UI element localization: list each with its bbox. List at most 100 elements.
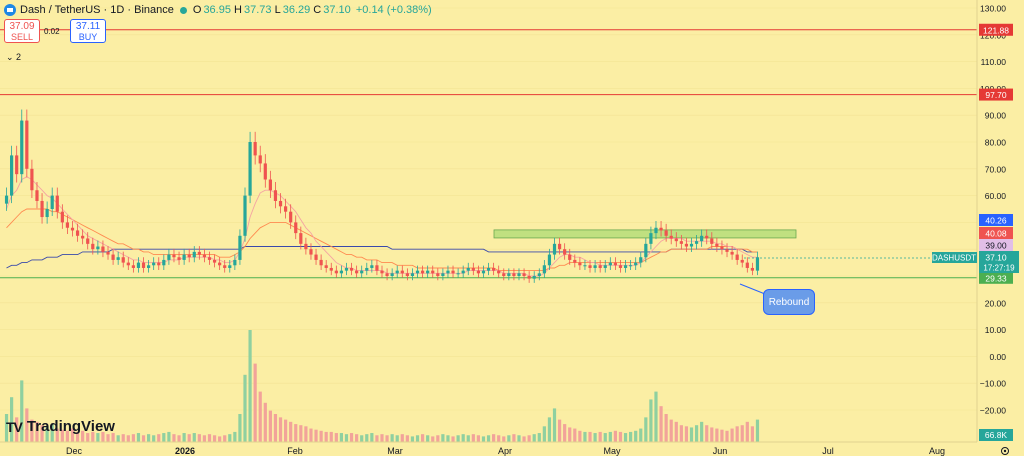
candle-body	[629, 265, 633, 267]
price-label-bg	[979, 239, 1013, 251]
candle-body	[273, 190, 278, 201]
volume-bar	[420, 434, 425, 442]
volume-bar	[735, 426, 739, 442]
volume-bar	[507, 435, 511, 442]
candle-body	[147, 265, 151, 268]
price-tick-label: 80.00	[985, 138, 1007, 148]
candle-body	[542, 265, 546, 274]
candle-body	[55, 195, 59, 212]
candle-body	[167, 254, 171, 260]
symbol-title[interactable]: Dash / TetherUS · 1D · Binance	[20, 4, 174, 16]
volume-bar	[20, 380, 24, 442]
volume-bar	[542, 426, 546, 442]
rebound-callout[interactable]: Rebound	[763, 289, 815, 315]
indicators-toggle[interactable]: ⌄ 2	[6, 52, 22, 62]
candle-body	[152, 262, 156, 266]
sell-price: 37.09	[9, 21, 35, 32]
volume-bar	[583, 431, 587, 442]
volume-bar	[238, 414, 242, 442]
candle-body	[471, 267, 475, 271]
volume-bar	[55, 428, 59, 442]
price-labels: 121.88 97.70 29.33 40.26 40.08 39.00 DASHUSDT 3…	[932, 23, 1019, 441]
time-tick-label: Mar	[387, 446, 403, 456]
candle-body	[126, 262, 130, 266]
volume-bar	[694, 425, 699, 442]
volume-bar	[563, 424, 567, 442]
candle-body	[294, 222, 298, 234]
candle-body	[121, 257, 125, 263]
hline-price-label: 97.70	[985, 90, 1007, 100]
resistance-zone-rect[interactable]	[493, 229, 797, 239]
candle-body	[106, 251, 110, 255]
volume-bar	[141, 435, 146, 442]
volume-bar	[537, 433, 541, 442]
volume-bar	[547, 417, 552, 442]
price-tick-label: 130.00	[980, 4, 1006, 14]
candle-body	[192, 251, 196, 258]
candle-body	[243, 195, 247, 236]
candle-body	[248, 142, 252, 196]
buy-button[interactable]: 37.11 BUY	[70, 19, 106, 43]
candle-body	[664, 230, 668, 236]
candle-body	[522, 273, 526, 276]
candle-body	[263, 163, 267, 180]
volume-bar	[365, 434, 369, 442]
candle-body	[694, 241, 699, 244]
volume-bar	[243, 374, 247, 442]
time-axis[interactable]: Dec 2026 Feb Mar Apr May Jun Jul Aug	[66, 446, 945, 456]
volume-bar	[147, 434, 151, 442]
volume-bar	[314, 429, 318, 442]
hline-price-label: 29.33	[985, 273, 1007, 283]
candle-body	[15, 155, 19, 175]
candle-body	[578, 262, 582, 266]
candle-body	[289, 211, 293, 223]
price-label: 39.00	[985, 241, 1007, 251]
volume-bar	[45, 426, 49, 442]
candle-body	[81, 235, 85, 239]
candle-body	[162, 259, 166, 266]
price-tick-label: 0.00	[989, 352, 1006, 362]
price-tick-label: −10.00	[980, 379, 1007, 389]
candle-body	[96, 246, 100, 250]
candle-body	[750, 267, 754, 271]
ohlc-high-label: H	[234, 4, 242, 16]
candle-body	[705, 235, 709, 239]
grid	[0, 7, 977, 411]
volume-bar	[40, 425, 44, 442]
volume-bar	[228, 434, 232, 442]
time-tick-label: Aug	[929, 446, 945, 456]
candle-body	[710, 238, 714, 244]
candle-body	[385, 273, 389, 276]
volume-bar	[410, 436, 415, 442]
volume-bar	[289, 421, 293, 442]
volume-bar	[451, 436, 455, 442]
candle-body	[400, 270, 404, 274]
buy-price: 37.11	[75, 21, 101, 32]
tradingview-logo[interactable]: TV TradingView	[6, 418, 115, 435]
sell-button[interactable]: 37.09 SELL	[4, 19, 40, 43]
candle-body	[527, 276, 531, 279]
candle-body	[476, 270, 481, 274]
candle-body	[466, 267, 470, 271]
candle-body	[405, 273, 409, 276]
horizontal-lines[interactable]	[0, 29, 977, 279]
volume-label-bg	[979, 429, 1013, 441]
candle-body	[700, 235, 704, 242]
spread-value: 0.02	[44, 27, 60, 36]
ohlc-low-label: L	[274, 4, 281, 16]
volume-bar	[212, 435, 217, 442]
gear-icon[interactable]	[1000, 446, 1010, 456]
candle-body	[547, 254, 552, 266]
price-label-bg	[979, 227, 1013, 239]
candle-body	[202, 254, 207, 258]
volume-bar	[207, 434, 212, 442]
volume-bar	[172, 434, 176, 442]
time-tick-label: May	[603, 446, 621, 456]
volume-bar	[86, 433, 90, 442]
candle-body	[755, 257, 760, 271]
last-price-label: 37.10	[985, 253, 1007, 263]
volume-bar	[395, 435, 399, 442]
resistance-zone[interactable]	[493, 229, 797, 239]
candle-body	[187, 254, 191, 258]
